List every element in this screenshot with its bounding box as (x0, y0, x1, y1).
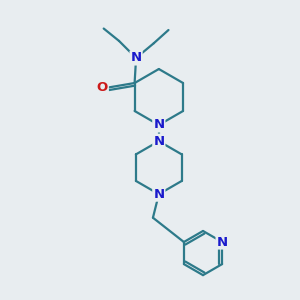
Text: O: O (97, 81, 108, 94)
Text: N: N (153, 188, 164, 201)
Text: N: N (217, 236, 228, 248)
Text: N: N (153, 135, 164, 148)
Text: N: N (153, 118, 164, 131)
Text: N: N (130, 52, 142, 64)
